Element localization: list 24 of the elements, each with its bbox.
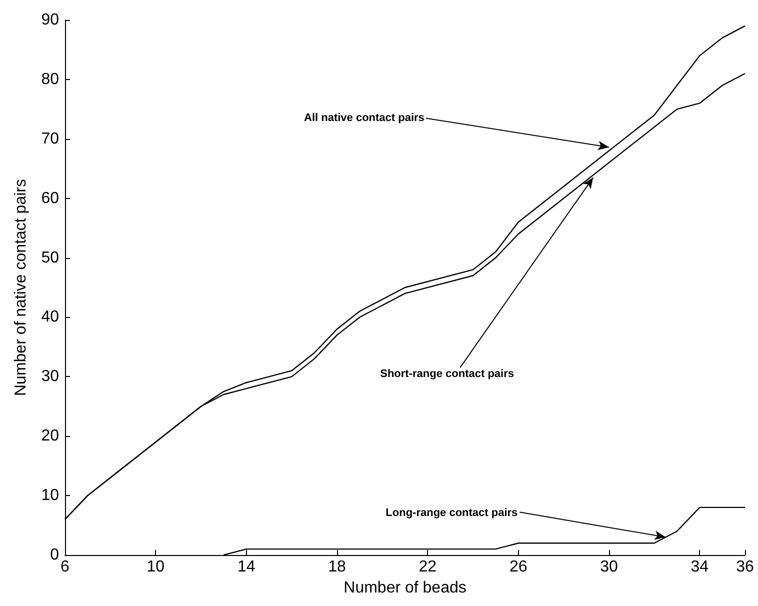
x-tick-label: 26 (509, 558, 528, 576)
y-axis-title: Number of native contact pairs (12, 179, 30, 396)
x-tick-label: 30 (600, 558, 618, 576)
y-tick-label: 10 (41, 487, 60, 504)
x-tick-label: 34 (690, 558, 709, 576)
y-tick-label: 0 (50, 546, 60, 564)
annotation: Long-range contact pairs (386, 506, 518, 520)
x-tick-label: 14 (237, 558, 256, 576)
x-tick-label: 10 (146, 558, 165, 576)
annotation: Short-range contact pairs (380, 368, 514, 382)
x-axis-title: Number of beads (344, 579, 466, 596)
y-tick-label: 50 (41, 249, 60, 266)
y-tick-label: 20 (41, 428, 60, 445)
y-tick-label: 60 (41, 190, 60, 207)
y-tick-label: 90 (41, 12, 60, 28)
x-tick-label: 6 (60, 558, 70, 576)
annotation: All native contact pairs (304, 112, 424, 125)
y-tick-label: 30 (41, 368, 60, 386)
y-tick-label: 40 (41, 308, 60, 326)
y-tick-label: 70 (41, 130, 60, 148)
x-tick-label: 22 (418, 558, 437, 576)
x-tick-label: 18 (328, 558, 346, 576)
x-tick-label: 36 (736, 558, 754, 576)
y-tick-label: 80 (41, 70, 60, 88)
